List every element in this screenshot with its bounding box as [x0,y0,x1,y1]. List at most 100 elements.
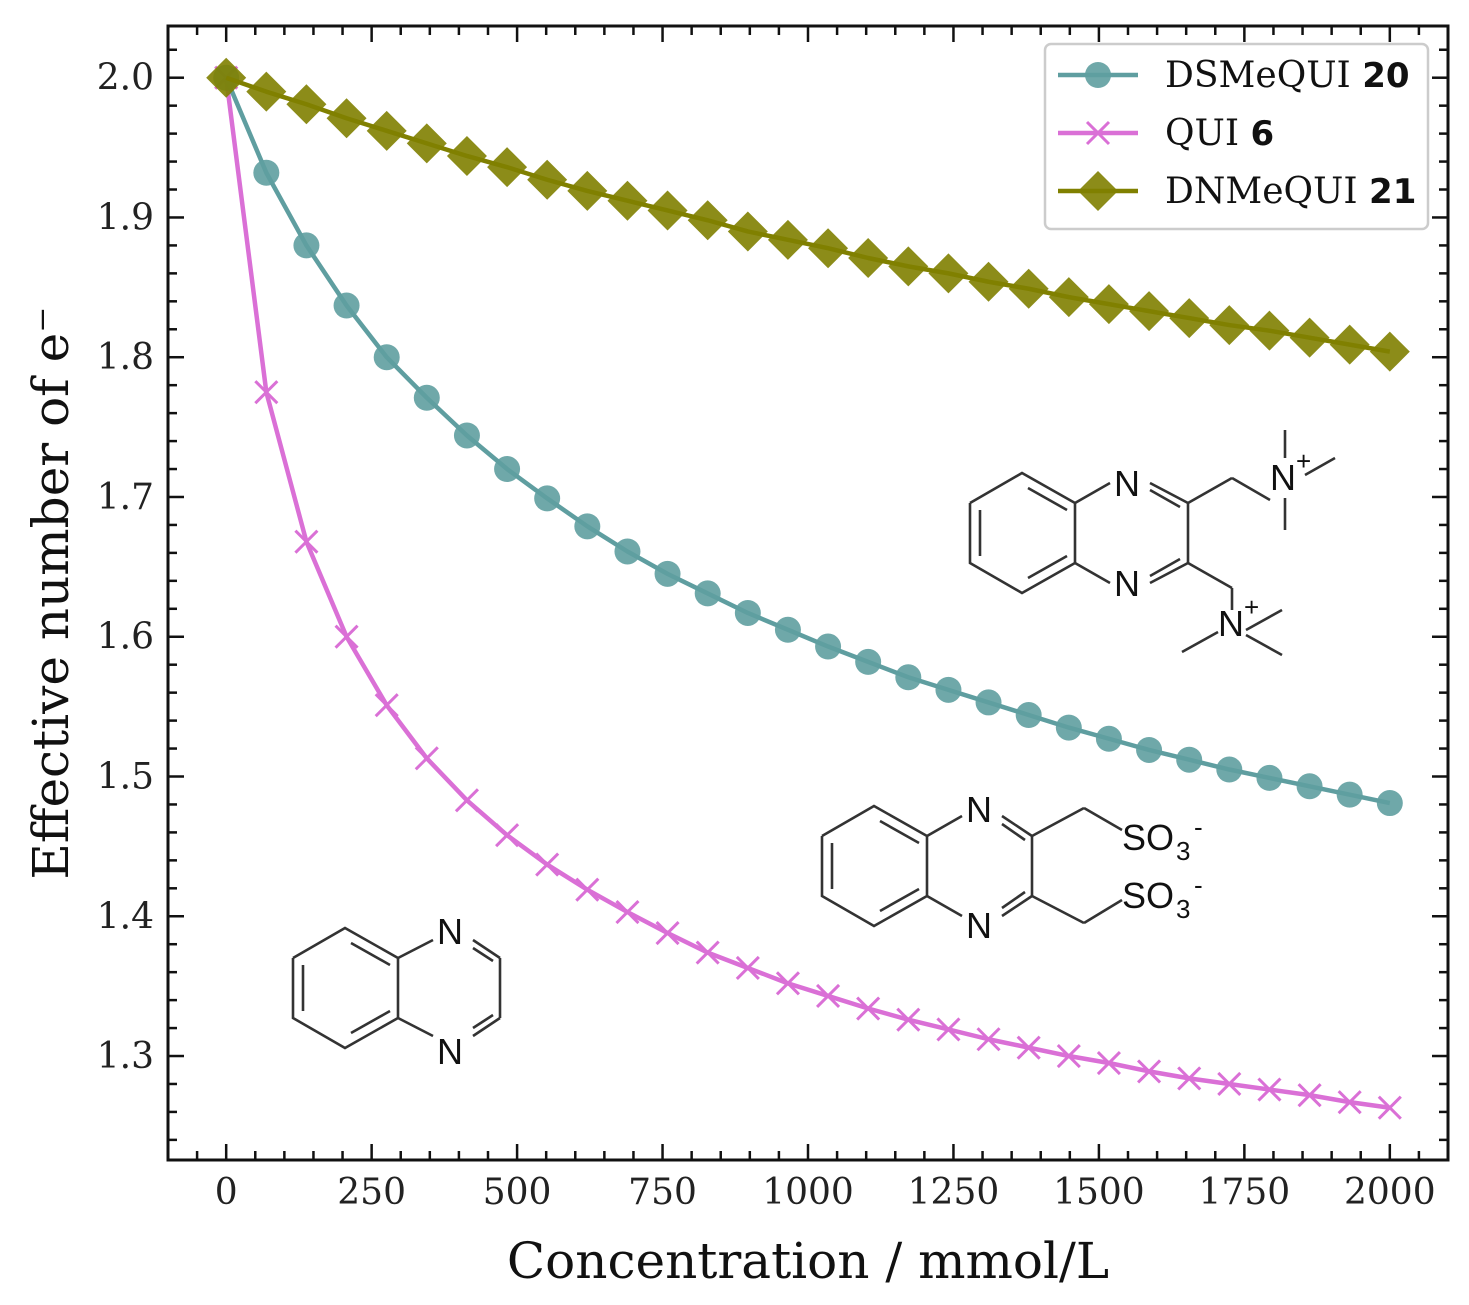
diamond-marker [1078,171,1118,211]
y-tick-label: 1.7 [97,477,154,518]
y-tick-label: 1.5 [97,757,154,798]
x-marker [294,529,319,554]
series-layer [206,57,1410,1120]
circle-marker [373,344,400,371]
x-marker [1096,1050,1121,1076]
diamond-marker [968,261,1009,302]
molecule-dnmequi: N N N + N + [968,430,1336,657]
y-tick-label: 1.4 [97,896,154,937]
x-marker [1137,1059,1162,1084]
circle-marker [1376,790,1403,817]
sulfonate-sub: 3 [1176,894,1190,924]
x-marker [655,920,680,946]
diamond-marker [1369,331,1410,372]
circle-marker [654,560,681,587]
circle-marker [1336,781,1363,808]
legend-box [1043,42,1430,231]
circle-marker [815,633,842,660]
x-marker [454,788,479,813]
x-marker [535,852,560,877]
y-axis-title: Effective number of e⁻ [22,306,80,879]
x-marker [695,940,720,965]
x-marker [896,1007,921,1032]
x-marker [1297,1083,1322,1108]
x-marker [1257,1077,1282,1102]
diamond-marker [1129,291,1170,332]
x-tick-label: 1250 [908,1172,1000,1213]
diamond-marker [687,200,728,241]
legend-label: QUI 6 [1165,113,1274,154]
x-tick-label: 1750 [1199,1172,1291,1213]
x-axis-title: Concentration / mmol/L [507,1232,1109,1290]
x-marker [735,955,760,981]
diamond-marker [1048,277,1089,318]
circle-marker [734,599,761,626]
diamond-marker [326,98,367,139]
minus-charge: - [1194,812,1203,842]
circle-marker [494,456,521,483]
axes: 0 250 500 750 1000 1250 1500 1750 2000 1.3 1.4 1.5 1… [22,24,1450,1290]
atom-n: N [1114,463,1140,504]
x-marker [495,823,520,848]
diamond-marker [888,246,929,287]
y-tick-label: 1.6 [97,617,154,658]
sulfonate-sub: 3 [1176,836,1190,866]
legend-label: DSMeQUI 20 [1165,55,1410,96]
molecule-quinoxaline: N N [291,911,502,1072]
y-tick-label: 1.8 [97,337,154,378]
series-dsmequi [213,64,1403,817]
diamond-marker [808,228,849,269]
circle-marker [1216,756,1243,783]
diamond-marker [246,71,287,112]
x-tick-label: 1500 [1053,1172,1145,1213]
diamond-marker [446,135,487,176]
legend-item: DNMeQUI 21 [1058,171,1416,212]
plus-charge: + [1244,592,1259,622]
diamond-marker [1088,284,1129,325]
y-tick-label: 2.0 [97,58,154,99]
circle-marker [895,664,922,691]
x-tick-label: 500 [483,1172,552,1213]
x-tick-label: 1000 [762,1172,854,1213]
legend-item: QUI 6 [1058,113,1274,154]
legend-item: DSMeQUI 20 [1058,55,1410,96]
atom-n: N [437,1031,463,1072]
x-marker [1177,1066,1202,1091]
circle-marker [1095,725,1122,752]
sulfonate-label: SO [1122,875,1174,916]
circle-marker [574,513,601,540]
circle-marker [774,616,801,643]
x-marker [1337,1090,1362,1115]
x-marker [936,1017,961,1042]
circle-marker [333,292,360,319]
circle-marker [413,384,440,411]
circle-marker [1296,773,1323,800]
circle-marker [1176,746,1203,773]
x-marker [575,877,600,902]
legend: DSMeQUI 20 QUI 6 DNMeQUI 21 [1043,42,1430,231]
x-marker [1377,1095,1402,1120]
x-tick-label: 250 [337,1172,406,1213]
diamond-marker [1169,298,1210,339]
y-tick-label: 1.9 [97,197,154,238]
series-line [223,77,1391,1110]
circle-marker [1136,736,1163,763]
minus-charge: - [1194,870,1203,900]
x-marker [1016,1035,1041,1060]
series-dnmequi [206,57,1410,372]
circle-marker [293,232,320,259]
circle-marker [253,159,280,186]
diamond-marker [406,123,447,164]
y-tick-label: 1.3 [97,1036,154,1077]
x-marker [1217,1071,1242,1097]
diamond-marker [487,147,528,188]
x-marker [615,900,640,925]
diamond-marker [366,110,407,151]
circle-marker [1055,714,1082,741]
circle-marker [694,580,721,607]
x-marker [334,624,359,649]
x-tick-label: 750 [628,1172,697,1213]
molecule-dsmequi: N N SO 3 - SO 3 - [820,789,1203,946]
diamond-marker [1289,317,1330,358]
